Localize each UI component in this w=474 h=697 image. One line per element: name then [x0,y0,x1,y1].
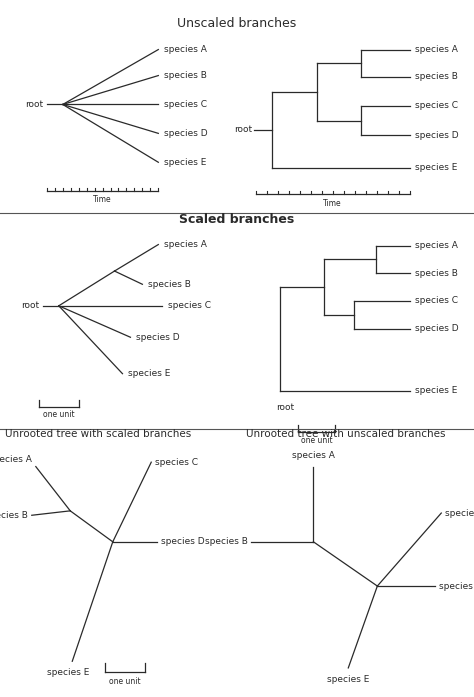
Text: species A: species A [164,240,207,249]
Text: species A: species A [292,451,335,460]
Text: species C: species C [168,301,211,310]
Text: root: root [276,403,294,412]
Text: Unscaled branches: Unscaled branches [177,17,297,31]
Text: root: root [234,125,252,135]
Text: species B: species B [415,269,458,277]
Text: species E: species E [47,668,90,677]
Text: one unit: one unit [301,436,333,445]
Text: Time: Time [93,195,112,204]
Text: species C: species C [155,458,198,467]
Text: species E: species E [327,675,369,684]
Text: species D: species D [161,537,205,546]
Text: species B: species B [148,279,191,289]
Text: species A: species A [415,45,458,54]
Text: one unit: one unit [109,677,141,686]
Text: species A: species A [0,455,32,464]
Text: species D: species D [415,131,459,140]
Text: species D: species D [137,332,180,342]
Text: species B: species B [415,72,458,81]
Text: Time: Time [323,199,342,208]
Text: species C: species C [445,509,474,518]
Text: species A: species A [164,45,207,54]
Text: species B: species B [0,511,27,520]
Text: species C: species C [164,100,207,109]
Text: Unrooted tree with scaled branches: Unrooted tree with scaled branches [5,429,191,438]
Text: species D: species D [415,324,459,333]
Text: root: root [21,301,39,310]
Text: Scaled branches: Scaled branches [179,213,295,226]
Text: species D: species D [439,581,474,590]
Text: species D: species D [164,129,208,138]
Text: species E: species E [415,386,457,395]
Text: species E: species E [128,369,171,378]
Text: species B: species B [205,537,247,546]
Text: one unit: one unit [43,410,74,419]
Text: species E: species E [415,163,457,172]
Text: species C: species C [415,296,458,305]
Text: Unrooted tree with unscaled branches: Unrooted tree with unscaled branches [246,429,446,438]
Text: species C: species C [415,102,458,110]
Text: root: root [25,100,43,109]
Text: species E: species E [164,158,207,167]
Text: species A: species A [415,241,458,250]
Text: species B: species B [164,71,207,80]
